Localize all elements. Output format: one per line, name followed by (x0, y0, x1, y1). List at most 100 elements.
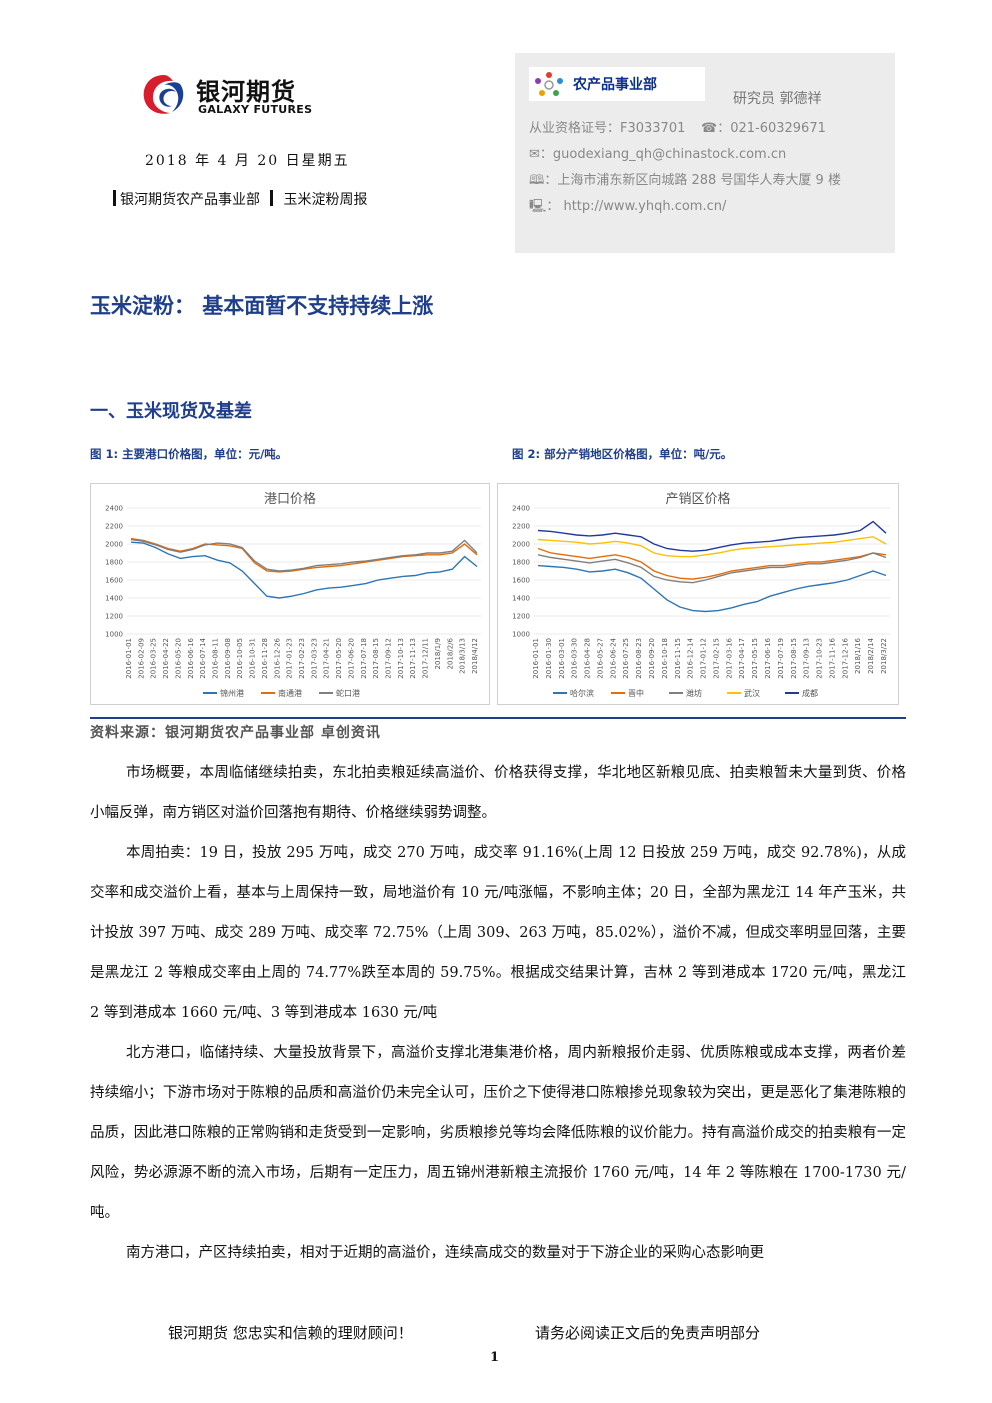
y-tick-label: 2200 (512, 523, 530, 531)
report-name: 玉米淀粉周报 (283, 192, 368, 208)
y-tick-label: 1600 (105, 577, 123, 585)
x-tick-label: 2017-12-16 (841, 637, 849, 678)
section-rule (90, 717, 906, 719)
series-line (537, 547, 887, 580)
x-tick-label: 2018/3/22 (880, 638, 888, 674)
y-tick-label: 2200 (105, 523, 123, 531)
x-tick-label: 2016-05-20 (174, 638, 182, 679)
x-tick-label: 2018/4/12 (471, 638, 479, 674)
page-number: 1 (490, 1350, 500, 1365)
x-tick-label: 2016-03-01 (558, 638, 566, 679)
x-tick-label: 2018/1/9 (434, 638, 442, 669)
series-line (537, 520, 887, 552)
x-tick-label: 2016-03-30 (571, 638, 579, 679)
x-tick-label: 2016-04-28 (584, 638, 592, 679)
x-tick-label: 2017-01-12 (700, 638, 708, 679)
x-tick-label: 2017-05-15 (751, 638, 759, 679)
x-tick-label: 2016-02-09 (137, 638, 145, 679)
x-tick-label: 2016-06-16 (187, 637, 195, 678)
department-logo-name: 农产品事业部 (573, 77, 657, 93)
x-tick-label: 2016-12-14 (687, 637, 695, 678)
x-tick-label: 2016-08-23 (635, 638, 643, 679)
x-tick-label: 2017-11-16 (828, 637, 836, 678)
x-tick-label: 2016-11-28 (261, 638, 269, 679)
y-tick-label: 1400 (512, 595, 530, 603)
paragraph-south-ports: 南方港口，产区持续拍卖，相对于近期的高溢价，连续高成交的数量对于下游企业的采购心… (126, 1245, 764, 1261)
x-tick-label: 2016-06-24 (609, 637, 617, 678)
footer-disclaimer: 请务必阅读正文后的免责声明部分 (535, 1324, 761, 1342)
office-address: 🕮：上海市浦东新区向城路 288 号国华人寿大厦 9 楼 (529, 173, 841, 188)
y-tick-label: 2400 (105, 505, 123, 513)
divider-bar (113, 190, 116, 206)
region-price-chart-svg: 产销区价格 1000 1200 1400 1600 1800 2000 2200 2400 201… (512, 491, 890, 698)
y-tick-label: 1000 (512, 631, 530, 639)
x-tick-label: 2018/1/16 (854, 637, 862, 673)
x-tick-label: 2016-04-22 (162, 638, 170, 679)
x-tick-label: 2017-02-23 (298, 638, 306, 679)
data-source: 资料来源：银河期货农产品事业部 卓创资讯 (90, 725, 381, 741)
email-address[interactable]: ✉：guodexiang_qh@chinastock.com.cn (529, 147, 787, 162)
footer-slogan: 银河期货 您忠实和信赖的理财顾问！ (168, 1324, 413, 1342)
legend-label: 晋中 (628, 688, 644, 698)
legend-label: 锦州港 (220, 688, 244, 698)
x-tick-label: 2017-03-23 (310, 638, 318, 679)
x-tick-label: 2017-08-15 (790, 638, 798, 679)
x-tick-label: 2016-01-30 (545, 638, 553, 679)
x-tick-label: 2017-06-16 (764, 637, 772, 678)
department-logo: 农产品事业部 (529, 67, 705, 101)
x-tick-label: 2016-09-08 (224, 638, 232, 679)
website-link[interactable]: 🖳： http://www.yhqh.com.cn/ (529, 199, 727, 214)
figure-2-caption: 图 2: 部分产销地区价格图，单位：吨/元。 (512, 447, 733, 461)
y-tick-label: 1800 (105, 559, 123, 567)
x-tick-label: 2016-07-25 (622, 638, 630, 679)
chart-title: 产销区价格 (665, 491, 730, 507)
series-line (130, 537, 478, 573)
x-tick-label: 2017-06-20 (347, 638, 355, 679)
x-tick-label: 2017-09-13 (803, 638, 811, 679)
paragraph-north-ports: 北方港口，临储持续、大量投放背景下，高溢价支撑北港集港价格，周内新粮报价走弱、优… (90, 1045, 906, 1221)
galaxy-logo-icon (143, 75, 184, 114)
x-tick-label: 2017-07-18 (360, 638, 368, 679)
department-line: 银河期货农产品事业部 玉米淀粉周报 (113, 189, 367, 209)
x-tick-label: 2016-10-18 (661, 638, 669, 679)
colorful-people-icon (535, 72, 563, 96)
logo-english-name: GALAXY FUTURES (198, 103, 313, 116)
port-price-chart-svg: 港口价格 1000 1200 1400 1600 1800 2000 2200 2400 2016… (105, 491, 481, 698)
galaxy-futures-logo: 银河期货 GALAXY FUTURES (140, 70, 330, 120)
paragraph-market-overview: 市场概要，本周临储继续拍卖，东北拍卖粮延续高溢价、价格获得支撑，华北地区新粮见底… (90, 765, 906, 821)
x-tick-label: 2016-09-20 (648, 638, 656, 679)
x-tick-label: 2017-08-15 (372, 638, 380, 679)
x-tick-label: 2018/3/13 (459, 638, 467, 674)
legend-label: 蛇口港 (336, 688, 360, 698)
x-tick-label: 2016-10-31 (249, 638, 257, 679)
divider-bar (270, 190, 274, 206)
report-title: 玉米淀粉： 基本面暂不支持持续上涨 (90, 294, 434, 318)
license-number: 从业资格证号：F3033701 (529, 121, 686, 136)
x-tick-label: 2017-02-15 (712, 638, 720, 679)
y-tick-label: 2000 (105, 541, 123, 549)
x-tick-label: 2017-12/11 (422, 638, 430, 679)
department-name: 银河期货农产品事业部 (120, 192, 260, 208)
y-tick-label: 1000 (105, 631, 123, 639)
x-tick-label: 2017-01-23 (286, 638, 294, 679)
figure-1-caption: 图 1: 主要港口价格图，单位：元/吨。 (90, 447, 288, 461)
x-tick-label: 2017-04-17 (738, 638, 746, 679)
x-tick-label: 2016-01-01 (125, 638, 133, 679)
x-tick-label: 2016-10-05 (236, 638, 244, 679)
logo-chinese-name: 银河期货 (196, 78, 296, 106)
x-tick-label: 2016-07-14 (199, 637, 207, 678)
x-tick-label: 2017-11-13 (409, 638, 417, 679)
report-date: 2018 年 4 月 20 日星期五 (145, 153, 350, 169)
x-tick-label: 2017-10-23 (816, 638, 824, 679)
phone-number: ☎：021-60329671 (701, 121, 826, 136)
y-tick-label: 1200 (105, 613, 123, 621)
section-heading: 一、玉米现货及基差 (90, 401, 252, 422)
series-line (537, 564, 887, 613)
x-tick-label: 2017-05-20 (335, 638, 343, 679)
port-price-chart: 港口价格 1000 1200 1400 1600 1800 2000 2200 2400 2016… (90, 483, 490, 705)
paragraph-auction: 本周拍卖：19 日，投放 295 万吨，成交 270 万吨，成交率 91.16%… (90, 845, 906, 1021)
x-tick-label: 2018/2/14 (867, 637, 875, 673)
x-tick-label: 2016-01-01 (532, 638, 540, 679)
x-tick-label: 2017-10-13 (397, 638, 405, 679)
x-tick-label: 2016-11-15 (674, 638, 682, 679)
